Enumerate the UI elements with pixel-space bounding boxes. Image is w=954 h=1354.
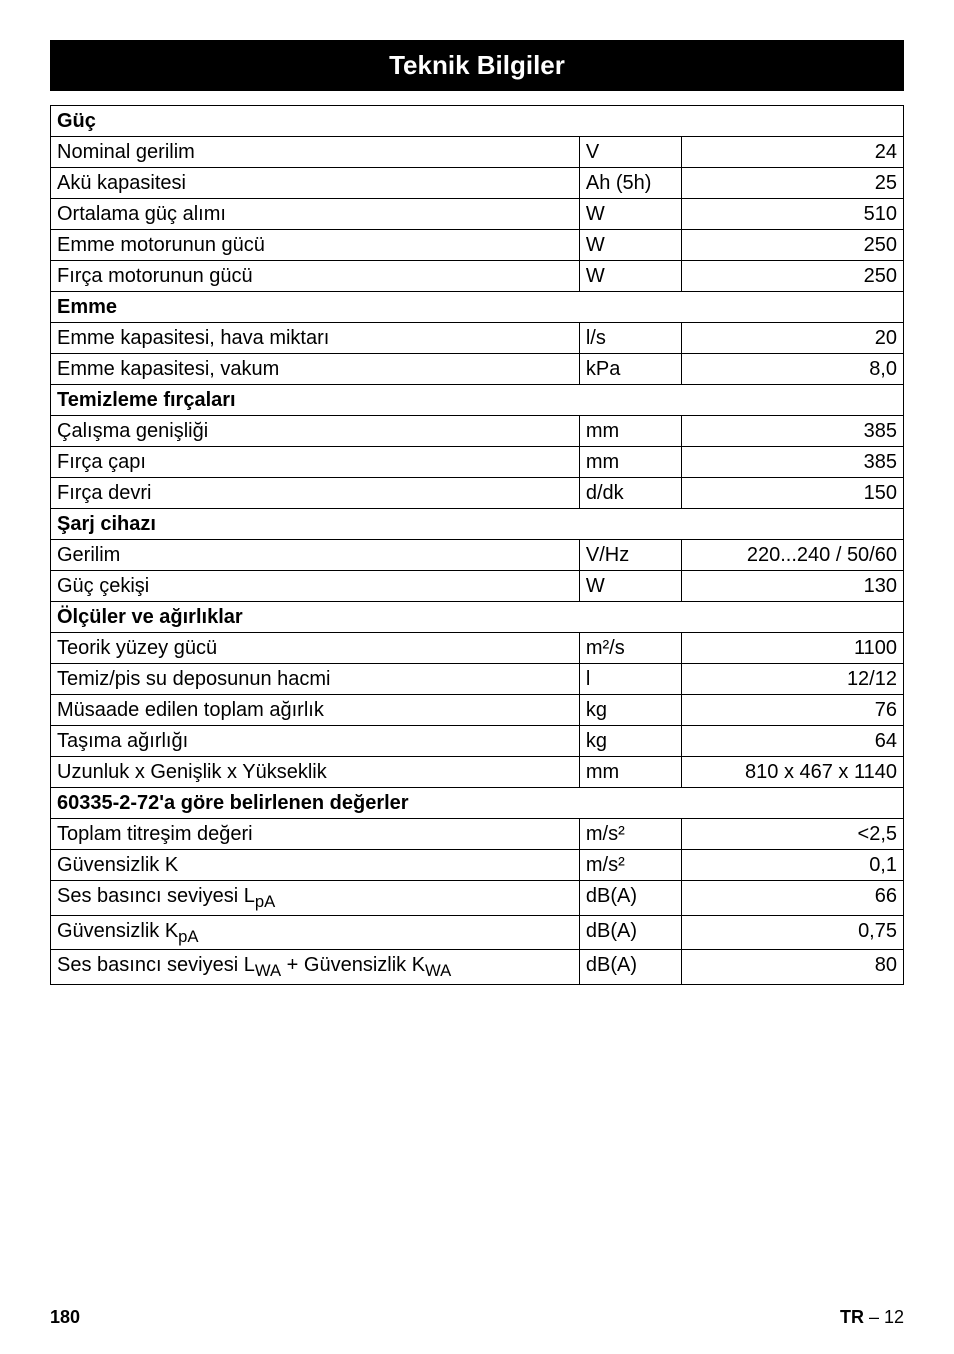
spec-label: Emme motorunun gücü xyxy=(51,230,580,261)
table-row: Güç çekişiW130 xyxy=(51,571,904,602)
spec-unit: Ah (5h) xyxy=(579,168,681,199)
table-row: Akü kapasitesiAh (5h)25 xyxy=(51,168,904,199)
table-row: Emme kapasitesi, hava miktarıl/s20 xyxy=(51,323,904,354)
section-header: Temizleme fırçaları xyxy=(51,385,904,416)
spec-value: 810 x 467 x 1140 xyxy=(682,757,904,788)
spec-value: <2,5 xyxy=(682,819,904,850)
spec-unit: m/s² xyxy=(579,819,681,850)
spec-value: 24 xyxy=(682,137,904,168)
page-number: 180 xyxy=(50,1307,80,1328)
spec-unit: dB(A) xyxy=(579,881,681,916)
table-row: Teorik yüzey gücüm²/s1100 xyxy=(51,633,904,664)
spec-label: Nominal gerilim xyxy=(51,137,580,168)
section-header: Ölçüler ve ağırlıklar xyxy=(51,602,904,633)
spec-label: Fırça çapı xyxy=(51,447,580,478)
spec-label: Ses basıncı seviyesi LWA + Güvensizlik K… xyxy=(51,950,580,985)
spec-unit: m/s² xyxy=(579,850,681,881)
spec-unit: W xyxy=(579,230,681,261)
spec-label: Fırça motorunun gücü xyxy=(51,261,580,292)
spec-value: 150 xyxy=(682,478,904,509)
spec-value: 250 xyxy=(682,230,904,261)
table-row: Müsaade edilen toplam ağırlıkkg76 xyxy=(51,695,904,726)
section-header: Şarj cihazı xyxy=(51,509,904,540)
spec-unit: dB(A) xyxy=(579,915,681,950)
spec-value: 385 xyxy=(682,447,904,478)
spec-value: 12/12 xyxy=(682,664,904,695)
spec-unit: kPa xyxy=(579,354,681,385)
spec-value: 0,1 xyxy=(682,850,904,881)
section-header: Güç xyxy=(51,106,904,137)
table-row: Taşıma ağırlığıkg64 xyxy=(51,726,904,757)
spec-label: Akü kapasitesi xyxy=(51,168,580,199)
table-row: Ortalama güç alımıW510 xyxy=(51,199,904,230)
spec-value: 20 xyxy=(682,323,904,354)
table-row: Emme kapasitesi, vakumkPa8,0 xyxy=(51,354,904,385)
spec-value: 66 xyxy=(682,881,904,916)
spec-unit: mm xyxy=(579,447,681,478)
spec-table: GüçNominal gerilimV24Akü kapasitesiAh (5… xyxy=(50,105,904,985)
spec-value: 510 xyxy=(682,199,904,230)
spec-label: Emme kapasitesi, vakum xyxy=(51,354,580,385)
spec-value: 80 xyxy=(682,950,904,985)
table-row: Fırça motorunun gücüW250 xyxy=(51,261,904,292)
spec-label: Gerilim xyxy=(51,540,580,571)
table-row: Güvensizlik Km/s²0,1 xyxy=(51,850,904,881)
table-row: Güvensizlik KpAdB(A)0,75 xyxy=(51,915,904,950)
spec-unit: kg xyxy=(579,726,681,757)
table-row: Nominal gerilimV24 xyxy=(51,137,904,168)
spec-label: Ortalama güç alımı xyxy=(51,199,580,230)
spec-unit: W xyxy=(579,199,681,230)
spec-label: Çalışma genişliği xyxy=(51,416,580,447)
page-title: Teknik Bilgiler xyxy=(50,40,904,91)
spec-unit: mm xyxy=(579,757,681,788)
spec-unit: W xyxy=(579,571,681,602)
spec-label: Güvensizlik KpA xyxy=(51,915,580,950)
table-row: Ses basıncı seviyesi LWA + Güvensizlik K… xyxy=(51,950,904,985)
section-header: 60335-2-72'a göre belirlenen değerler xyxy=(51,788,904,819)
spec-value: 220...240 / 50/60 xyxy=(682,540,904,571)
spec-value: 385 xyxy=(682,416,904,447)
spec-unit: W xyxy=(579,261,681,292)
page-footer: 180 TR – 12 xyxy=(50,1307,904,1328)
spec-label: Uzunluk x Genişlik x Yükseklik xyxy=(51,757,580,788)
table-row: Uzunluk x Genişlik x Yükseklikmm810 x 46… xyxy=(51,757,904,788)
table-row: Emme motorunun gücüW250 xyxy=(51,230,904,261)
spec-value: 64 xyxy=(682,726,904,757)
footer-code: TR – 12 xyxy=(840,1307,904,1328)
spec-value: 130 xyxy=(682,571,904,602)
spec-label: Müsaade edilen toplam ağırlık xyxy=(51,695,580,726)
spec-value: 250 xyxy=(682,261,904,292)
spec-label: Toplam titreşim değeri xyxy=(51,819,580,850)
spec-unit: l/s xyxy=(579,323,681,354)
spec-label: Ses basıncı seviyesi LpA xyxy=(51,881,580,916)
spec-unit: kg xyxy=(579,695,681,726)
table-row: GerilimV/Hz220...240 / 50/60 xyxy=(51,540,904,571)
table-row: Fırça çapımm385 xyxy=(51,447,904,478)
spec-label: Güvensizlik K xyxy=(51,850,580,881)
table-row: Temiz/pis su deposunun hacmil12/12 xyxy=(51,664,904,695)
spec-value: 0,75 xyxy=(682,915,904,950)
spec-value: 76 xyxy=(682,695,904,726)
spec-label: Güç çekişi xyxy=(51,571,580,602)
spec-unit: V/Hz xyxy=(579,540,681,571)
spec-unit: mm xyxy=(579,416,681,447)
spec-label: Taşıma ağırlığı xyxy=(51,726,580,757)
spec-value: 8,0 xyxy=(682,354,904,385)
spec-value: 25 xyxy=(682,168,904,199)
spec-label: Teorik yüzey gücü xyxy=(51,633,580,664)
spec-label: Fırça devri xyxy=(51,478,580,509)
table-row: Fırça devrid/dk150 xyxy=(51,478,904,509)
table-row: Ses basıncı seviyesi LpAdB(A)66 xyxy=(51,881,904,916)
spec-unit: l xyxy=(579,664,681,695)
table-row: Çalışma genişliğimm385 xyxy=(51,416,904,447)
spec-unit: dB(A) xyxy=(579,950,681,985)
table-row: Toplam titreşim değerim/s²<2,5 xyxy=(51,819,904,850)
spec-label: Emme kapasitesi, hava miktarı xyxy=(51,323,580,354)
section-header: Emme xyxy=(51,292,904,323)
spec-unit: V xyxy=(579,137,681,168)
spec-label: Temiz/pis su deposunun hacmi xyxy=(51,664,580,695)
spec-unit: m²/s xyxy=(579,633,681,664)
spec-unit: d/dk xyxy=(579,478,681,509)
spec-value: 1100 xyxy=(682,633,904,664)
